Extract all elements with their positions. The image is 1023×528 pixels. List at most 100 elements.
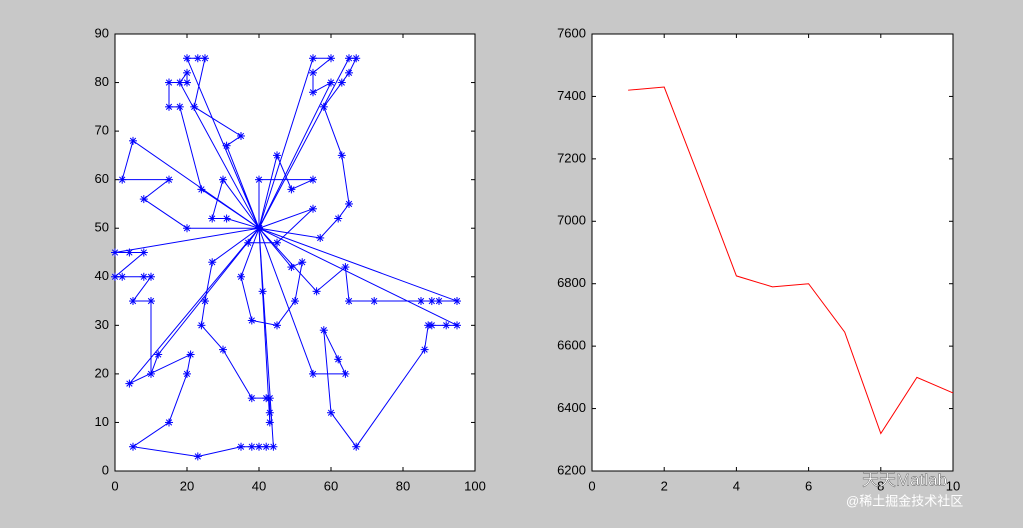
- marker-stroke: [255, 176, 263, 183]
- x-tick-label: 0: [588, 478, 595, 493]
- y-tick-label: 80: [95, 74, 109, 89]
- marker: [327, 54, 335, 63]
- marker: [255, 442, 263, 451]
- marker: [352, 442, 361, 451]
- x-tick-label: 100: [464, 478, 486, 493]
- marker-stroke: [338, 152, 345, 159]
- marker-stroke: [299, 259, 306, 266]
- marker: [208, 258, 217, 267]
- marker: [262, 442, 271, 451]
- marker-stroke: [342, 263, 349, 271]
- marker: [183, 369, 191, 378]
- marker-stroke: [183, 370, 191, 378]
- marker-stroke: [309, 205, 317, 212]
- marker-stroke: [201, 55, 209, 62]
- marker-stroke: [111, 249, 119, 256]
- marker-stroke: [248, 317, 255, 324]
- y-tick-label: 7400: [557, 88, 586, 103]
- marker: [129, 442, 137, 451]
- marker-stroke: [155, 351, 162, 358]
- marker: [345, 54, 353, 63]
- marker-stroke: [209, 215, 216, 222]
- x-tick-label: 20: [180, 478, 194, 493]
- marker-stroke: [443, 322, 450, 329]
- marker-stroke: [126, 249, 133, 256]
- route-line: [258, 227, 458, 302]
- marker-stroke: [129, 297, 137, 305]
- marker-stroke: [219, 346, 227, 353]
- marker-stroke: [335, 356, 342, 363]
- marker-stroke: [320, 327, 327, 334]
- y-tick-label: 6400: [557, 400, 586, 415]
- x-tick-label: 40: [252, 478, 266, 493]
- marker: [237, 442, 245, 451]
- y-tick-label: 60: [95, 171, 109, 186]
- marker: [327, 408, 335, 417]
- marker-stroke: [183, 69, 191, 76]
- marker-stroke: [291, 297, 299, 305]
- marker: [424, 321, 433, 330]
- marker: [265, 408, 274, 417]
- marker: [222, 141, 231, 150]
- marker-stroke: [248, 395, 255, 402]
- marker: [139, 248, 148, 257]
- marker-stroke: [201, 297, 209, 305]
- marker: [183, 224, 191, 233]
- marker-stroke: [266, 419, 273, 426]
- marker: [111, 248, 119, 257]
- marker-stroke: [273, 152, 281, 159]
- marker-stroke: [353, 55, 360, 62]
- marker: [197, 321, 206, 330]
- marker: [125, 248, 134, 257]
- route-line: [258, 153, 314, 229]
- marker: [147, 272, 155, 281]
- marker: [125, 379, 134, 388]
- marker: [165, 78, 173, 87]
- marker: [273, 321, 281, 330]
- marker: [183, 54, 191, 63]
- marker-stroke: [183, 55, 191, 62]
- marker: [370, 297, 379, 306]
- marker: [352, 54, 361, 63]
- marker-stroke: [342, 370, 349, 378]
- marker-stroke: [313, 288, 320, 295]
- marker: [237, 131, 245, 140]
- marker-stroke: [129, 443, 137, 450]
- marker-stroke: [119, 176, 126, 183]
- marker: [154, 350, 163, 359]
- marker: [147, 369, 155, 378]
- marker: [312, 287, 321, 296]
- marker: [186, 350, 195, 359]
- marker: [255, 175, 263, 184]
- marker-stroke: [421, 346, 428, 353]
- marker-stroke: [176, 103, 183, 110]
- marker: [247, 394, 256, 403]
- marker-stroke: [345, 297, 353, 305]
- marker: [453, 321, 461, 330]
- marker: [129, 136, 137, 145]
- marker: [193, 54, 202, 63]
- marker: [309, 68, 317, 77]
- marker-stroke: [345, 200, 353, 208]
- y-tick-label: 30: [95, 317, 109, 332]
- marker: [165, 175, 173, 184]
- y-tick-label: 10: [95, 414, 109, 429]
- marker: [265, 418, 274, 427]
- y-tick-label: 50: [95, 220, 109, 235]
- x-tick-label: 4: [733, 478, 740, 493]
- marker-stroke: [273, 239, 281, 246]
- marker-stroke: [187, 351, 194, 358]
- marker-stroke: [255, 443, 263, 450]
- marker-stroke: [198, 322, 205, 329]
- marker: [219, 175, 227, 184]
- marker: [208, 214, 217, 223]
- y-tick-label: 6800: [557, 275, 586, 290]
- marker: [316, 233, 325, 242]
- marker-stroke: [435, 297, 443, 305]
- x-tick-label: 60: [324, 478, 338, 493]
- y-tick-label: 90: [95, 25, 109, 40]
- marker: [309, 88, 317, 97]
- marker: [442, 321, 451, 330]
- marker: [319, 102, 328, 111]
